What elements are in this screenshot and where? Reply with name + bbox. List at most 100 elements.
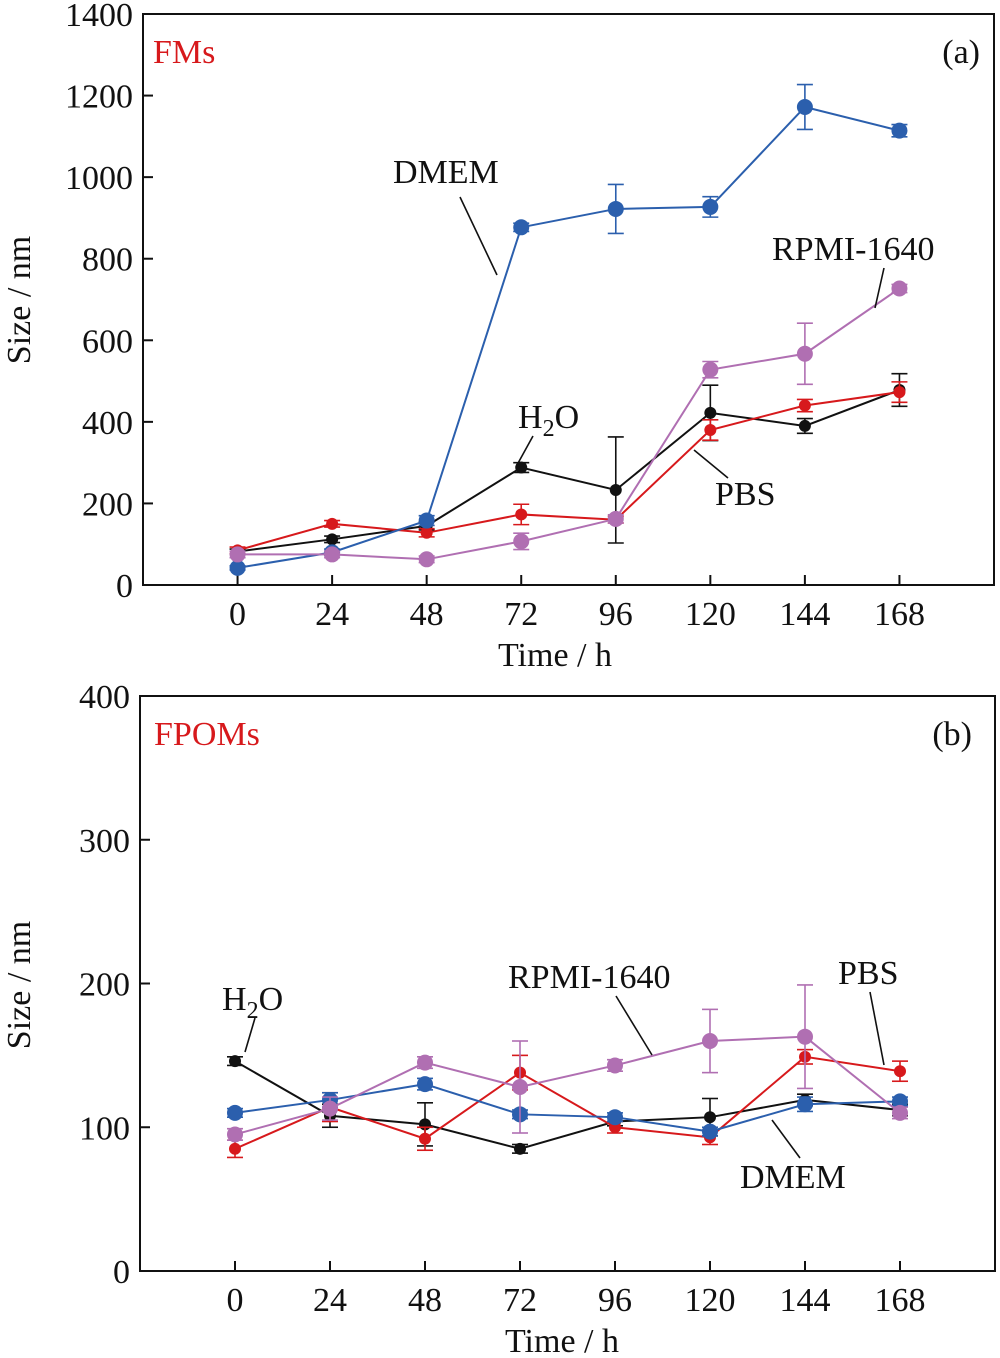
- data-point-pbs: [704, 424, 717, 437]
- h2o-b-sub: 2: [247, 998, 259, 1024]
- data-point-rpmi-1640: [229, 546, 246, 563]
- series-line-h2o: [234, 1060, 901, 1150]
- data-point-pbs: [326, 517, 339, 530]
- panel-b-ann-dmem: DMEM: [740, 1159, 846, 1196]
- x-tick-label: 168: [875, 1282, 926, 1319]
- data-point-rpmi-1640: [702, 1033, 718, 1049]
- series-line-pbs: [234, 1055, 901, 1150]
- x-tick-label: 72: [503, 1282, 537, 1319]
- y-tick-label: 400: [82, 405, 133, 442]
- panel-b-series: [227, 984, 908, 1159]
- panel-a-ann-h2o: H2O: [518, 399, 579, 442]
- x-tick-label: 144: [779, 596, 830, 633]
- data-point-h2o: [514, 1142, 526, 1155]
- y-tick-label: 1000: [65, 160, 133, 197]
- x-tick-label: 168: [874, 596, 925, 633]
- series-dmem: [229, 83, 908, 576]
- series-line-pbs: [237, 391, 900, 552]
- data-point-dmem: [702, 1123, 718, 1140]
- x-tick-label: 24: [315, 596, 349, 633]
- y-tick-label: 200: [79, 967, 130, 1004]
- panel-b-ann-h2o: H2O: [222, 981, 283, 1024]
- data-point-rpmi-1640: [891, 280, 908, 297]
- x-tick-label: 144: [780, 1282, 831, 1319]
- data-point-h2o: [798, 419, 811, 432]
- x-tick-label: 48: [408, 1282, 442, 1319]
- x-tick-label: 72: [504, 596, 538, 633]
- panel-b-ticks: 0 24 48 72 96 120 144 168 0 100 200 300 400: [79, 679, 926, 1319]
- data-point-rpmi-1640: [797, 1028, 813, 1045]
- x-tick-label: 96: [598, 1282, 632, 1319]
- series-line-dmem: [234, 1083, 901, 1133]
- data-point-dmem: [892, 1093, 908, 1110]
- panel-a-leader-dmem: [459, 196, 498, 276]
- data-point-rpmi-1640: [513, 533, 530, 550]
- panel-b-ann-rpmi: RPMI-1640: [508, 959, 670, 996]
- series-line-h2o: [237, 389, 900, 553]
- data-point-dmem: [607, 200, 624, 217]
- panel-a-leader-rpmi: [874, 267, 885, 309]
- panel-a-leader-h2o: [516, 435, 534, 466]
- y-tick-label: 1200: [65, 79, 133, 116]
- panel-a-ann-rpmi: RPMI-1640: [772, 231, 934, 268]
- data-point-rpmi-1640: [324, 546, 341, 563]
- data-point-rpmi-1640: [892, 1104, 908, 1121]
- panel-b-label: (b): [932, 716, 972, 753]
- data-point-h2o: [229, 1055, 241, 1068]
- data-point-rpmi-1640: [607, 1057, 623, 1074]
- data-point-pbs: [798, 399, 811, 412]
- panel-b-xlabel: Time / h: [505, 1323, 619, 1358]
- data-point-h2o: [326, 533, 339, 546]
- data-point-rpmi-1640: [227, 1126, 243, 1143]
- data-point-rpmi-1640: [607, 510, 624, 527]
- data-point-dmem: [229, 559, 246, 576]
- data-point-h2o: [704, 406, 717, 419]
- h2o-a-sub: 2: [543, 416, 555, 442]
- data-point-rpmi-1640: [322, 1100, 338, 1117]
- series-line-rpmi-1640: [237, 287, 901, 561]
- data-point-rpmi-1640: [418, 551, 435, 568]
- y-tick-label: 300: [79, 823, 130, 860]
- data-point-h2o: [609, 483, 622, 496]
- data-point-dmem: [418, 512, 435, 529]
- panel-a-label: (a): [942, 34, 980, 71]
- series-rpmi-1640: [227, 984, 908, 1143]
- y-tick-label: 800: [82, 242, 133, 279]
- x-tick-label: 0: [227, 1282, 244, 1319]
- data-point-dmem: [227, 1104, 243, 1121]
- panel-b-leader-pbs: [869, 991, 885, 1066]
- panel-b-ylabel: Size / nm: [1, 921, 38, 1049]
- series-rpmi-1640: [229, 280, 908, 568]
- data-point-pbs: [894, 1065, 906, 1078]
- panel-b-leader-dmem: [771, 1119, 801, 1159]
- panel-a-title: FMs: [153, 34, 215, 71]
- data-point-rpmi-1640: [796, 345, 813, 362]
- data-point-h2o: [704, 1111, 716, 1124]
- series-line-dmem: [237, 105, 900, 569]
- data-point-pbs: [229, 1142, 241, 1155]
- panel-a-ylabel: Size / nm: [1, 236, 38, 364]
- panel-a-ann-pbs: PBS: [715, 476, 776, 513]
- data-point-rpmi-1640: [417, 1054, 433, 1071]
- panel-b: FPOMs (b) Time / h Size / nm 0 24 48 72 96 12…: [1, 679, 996, 1358]
- panel-b-leader-h2o: [244, 1017, 256, 1053]
- x-tick-label: 120: [685, 596, 736, 633]
- panel-a-xlabel: Time / h: [498, 637, 612, 674]
- h2o-b-tail: O: [259, 981, 284, 1018]
- h2o-b-h: H: [222, 981, 247, 1018]
- x-tick-label: 96: [599, 596, 633, 633]
- panel-a-series: [229, 83, 908, 576]
- data-point-dmem: [513, 219, 530, 236]
- data-point-dmem: [607, 1109, 623, 1126]
- y-tick-label: 0: [116, 568, 133, 605]
- panel-b-leader-rpmi: [615, 995, 653, 1056]
- data-point-h2o: [515, 461, 528, 474]
- y-tick-label: 200: [82, 486, 133, 523]
- data-point-dmem: [797, 1096, 813, 1113]
- data-point-dmem: [796, 98, 813, 115]
- series-line-rpmi-1640: [234, 1035, 901, 1136]
- data-point-pbs: [420, 526, 433, 539]
- h2o-a-tail: O: [555, 399, 580, 436]
- y-tick-label: 100: [79, 1110, 130, 1147]
